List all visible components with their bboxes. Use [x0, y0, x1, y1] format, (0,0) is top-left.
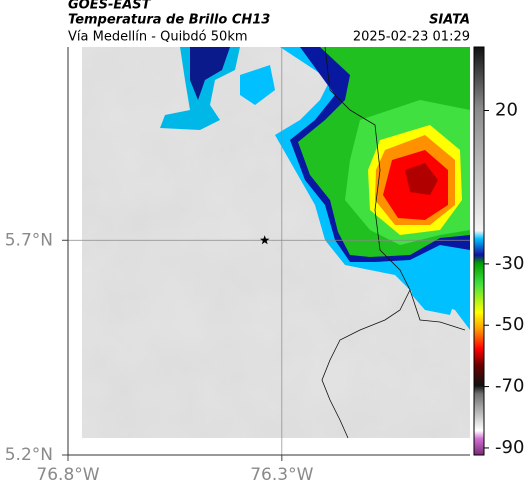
colorbar-tick-label: 20: [495, 100, 518, 121]
colorbar-tick-label: -50: [495, 314, 524, 335]
source: GOES-EAST: [68, 0, 152, 13]
product: Temperatura de Brillo CH13: [68, 13, 270, 28]
axes: 76.8°W 76.3°W 5.2°N 5.7°N 20 -30 -50 -70 -90: [5, 47, 524, 485]
x-tick-label: 76.8°W: [36, 465, 99, 485]
agency: SIATA: [429, 13, 470, 28]
colorbar: [473, 46, 485, 456]
colorbar-tick-label: -30: [495, 253, 524, 274]
datetime: 2025-02-23 01:29: [353, 30, 470, 45]
route: Vía Medellín - Quibdó 50km: [68, 30, 248, 45]
city-marker: [260, 235, 270, 245]
colorbar-tick-label: -90: [495, 437, 524, 458]
satellite-image: [82, 46, 470, 439]
y-tick-label: 5.7°N: [5, 230, 53, 250]
y-tick-label: 5.2°N: [5, 445, 53, 465]
x-tick-label: 76.3°W: [250, 465, 313, 485]
colorbar-tick-label: -70: [495, 376, 524, 397]
